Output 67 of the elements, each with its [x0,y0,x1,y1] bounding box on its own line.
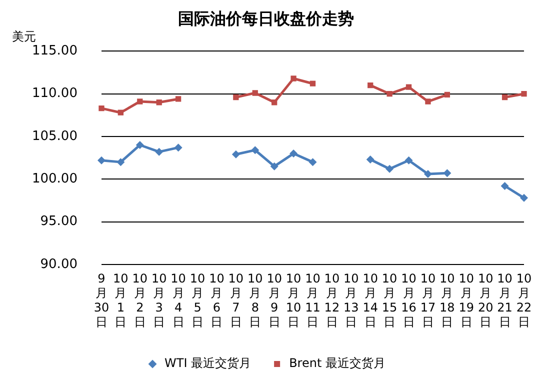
x-tick-label: 10月20日 [478,272,494,329]
y-tick-label: 115.00 [32,44,78,59]
legend-label: Brent 最近交货月 [289,356,386,370]
point [232,150,240,158]
point [404,156,413,164]
x-tick-label: 10月22日 [516,272,532,329]
legend-label: WTI 最近交货月 [164,356,252,370]
point [366,156,374,164]
point [290,76,296,82]
x-tick-label: 10月17日 [420,272,436,329]
point [444,92,450,98]
x-tick-label: 9月30日 [94,272,110,329]
point [97,156,106,164]
point [500,182,509,190]
point [252,90,258,96]
point [137,98,143,104]
y-tick-label: 90.00 [40,256,78,272]
point [251,146,260,154]
x-tick-label: 10月16日 [401,272,416,329]
point [386,164,394,173]
point [272,100,278,106]
x-tick-label: 10月10日 [286,272,302,329]
point [233,94,239,100]
x-tick-label: 10月19日 [458,272,474,329]
point [290,150,298,158]
x-tick-label: 10月8日 [247,272,263,329]
point [443,169,452,178]
x-tick-label: 10月5日 [190,272,206,329]
x-tick-label: 10月11日 [305,272,320,329]
point [406,84,412,90]
x-tick-label: 10月21日 [497,272,512,329]
y-tick-label: 110.00 [32,86,78,102]
point [521,91,527,97]
x-tick-label: 10月14日 [362,272,378,329]
point [175,96,182,102]
x-tick-label: 10月3日 [151,272,167,329]
point [368,82,374,88]
point [386,91,392,97]
point [174,144,182,152]
point [116,158,125,166]
y-tick-label: 100.00 [32,171,78,186]
x-tick-label: 10月1日 [113,272,128,329]
y-tick-label: 95.00 [40,214,78,230]
point [118,110,124,116]
point [308,158,317,166]
point [156,100,162,106]
x-tick-label: 10月6日 [209,272,224,329]
point [520,194,528,202]
x-tick-label: 10月9日 [266,272,282,329]
x-tick-label: 10月4日 [170,272,186,329]
x-tick-label: 10月7日 [228,272,244,329]
y-axis-title: 美元 [12,29,36,44]
point [425,98,431,104]
x-tick-label: 10月12日 [324,272,340,329]
point [155,148,164,156]
point [424,170,432,178]
point [98,106,104,112]
point [310,80,316,86]
point [136,141,144,150]
y-tick-label: 105.00 [32,128,78,144]
point [270,162,278,170]
x-tick-label: 10月15日 [382,272,398,329]
x-tick-label: 10月13日 [344,272,359,329]
point [502,94,508,100]
chart-title: 国际油价每日收盘价走势 [178,8,354,28]
x-tick-label: 10月18日 [440,272,455,329]
x-tick-label: 10月2日 [132,272,148,329]
